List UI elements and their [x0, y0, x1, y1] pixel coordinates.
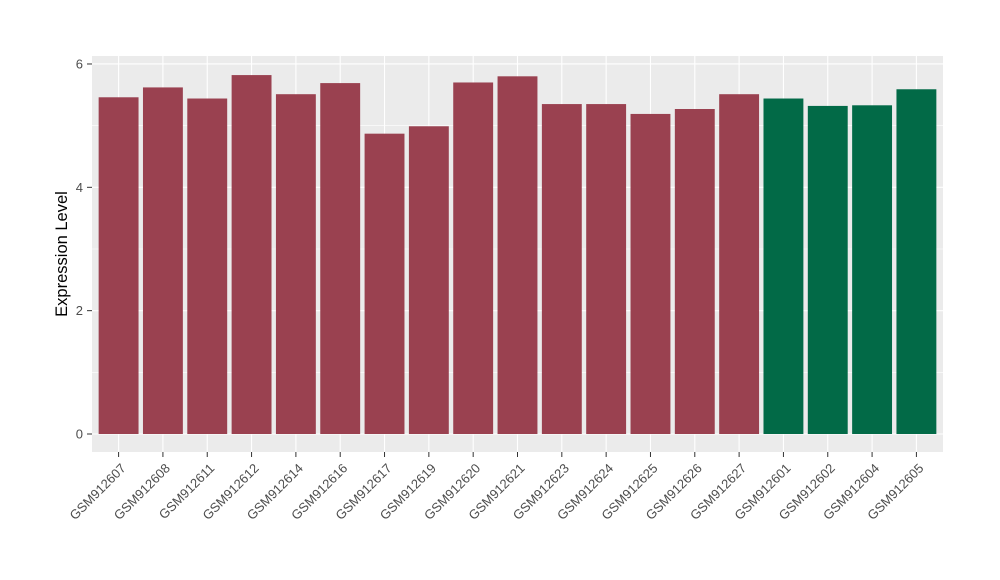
y-axis-tick-labels: 0 2 4 6: [76, 56, 83, 441]
y-tick-label: 0: [76, 427, 83, 442]
bar-GSM912626: [674, 108, 715, 435]
bar-GSM912608: [142, 87, 183, 434]
bar-GSM912602: [807, 105, 848, 435]
y-axis-title: Expression Level: [53, 191, 71, 317]
y-tick-label: 2: [76, 303, 83, 318]
bars-group: [98, 75, 937, 435]
bar-GSM912604: [852, 105, 893, 435]
bar-GSM912620: [453, 82, 494, 434]
bar-GSM912601: [763, 98, 804, 434]
bar-GSM912611: [187, 98, 228, 434]
bar-GSM912605: [896, 89, 937, 434]
bar-GSM912619: [408, 126, 449, 435]
bar-GSM912624: [586, 104, 627, 435]
x-axis-tick-labels: GSM912607GSM912608GSM912611GSM912612GSM9…: [66, 461, 926, 523]
bar-GSM912607: [98, 97, 139, 434]
bar-GSM912625: [630, 113, 671, 434]
bar-GSM912616: [320, 83, 361, 434]
y-tick-label: 4: [76, 180, 83, 195]
bar-GSM912614: [275, 94, 316, 434]
y-tick-label: 6: [76, 56, 83, 71]
axis-tick-marks: [87, 63, 917, 457]
bar-GSM912621: [497, 76, 538, 435]
bar-GSM912627: [719, 94, 760, 434]
bar-GSM912612: [231, 75, 272, 434]
bar-GSM912623: [541, 104, 582, 435]
bar-GSM912617: [364, 133, 405, 434]
